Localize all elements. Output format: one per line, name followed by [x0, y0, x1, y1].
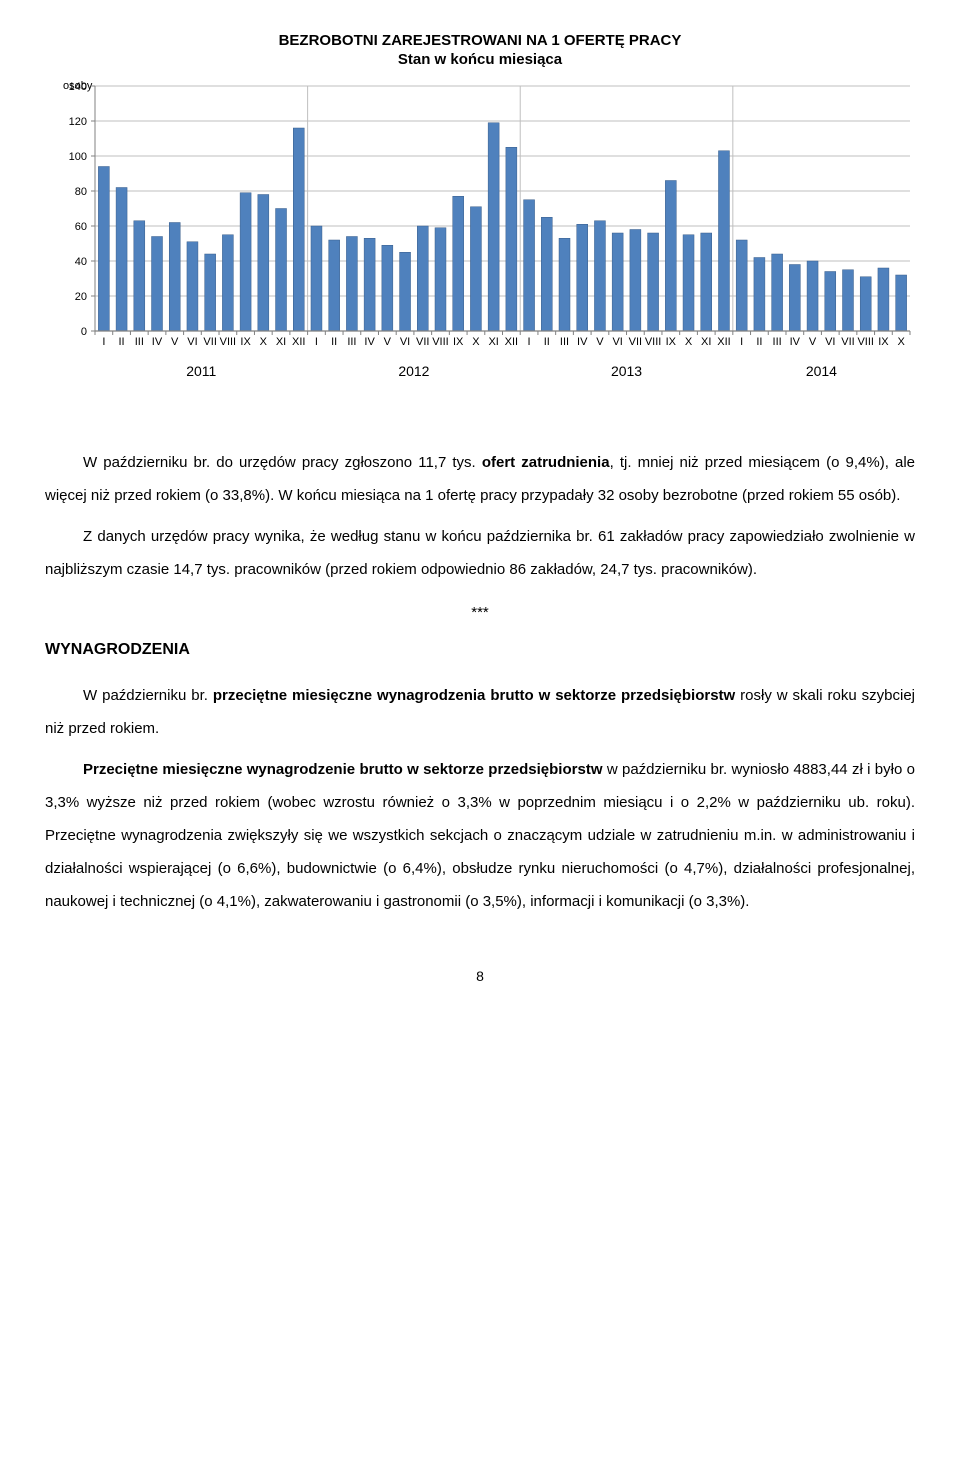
svg-text:V: V: [596, 336, 604, 348]
svg-text:IV: IV: [790, 336, 801, 348]
svg-text:20: 20: [75, 291, 87, 303]
svg-text:VII: VII: [416, 336, 429, 348]
svg-text:XII: XII: [717, 336, 730, 348]
paragraph-2: Z danych urzędów pracy wynika, że według…: [45, 520, 915, 586]
svg-text:2012: 2012: [398, 363, 429, 379]
svg-text:XII: XII: [292, 336, 305, 348]
svg-text:VI: VI: [187, 336, 197, 348]
svg-text:100: 100: [69, 151, 87, 163]
svg-text:IV: IV: [577, 336, 588, 348]
svg-text:II: II: [756, 336, 762, 348]
svg-text:XI: XI: [701, 336, 711, 348]
svg-text:III: III: [135, 336, 144, 348]
svg-text:I: I: [528, 336, 531, 348]
svg-text:V: V: [809, 336, 817, 348]
chart-svg: osoby020406080100120140IIIIIIIVVVIVIIVII…: [45, 76, 915, 406]
svg-text:VII: VII: [841, 336, 854, 348]
svg-text:140: 140: [69, 81, 87, 93]
svg-text:0: 0: [81, 326, 87, 338]
svg-text:2014: 2014: [806, 363, 837, 379]
svg-text:V: V: [171, 336, 179, 348]
svg-text:II: II: [544, 336, 550, 348]
svg-text:V: V: [384, 336, 392, 348]
svg-text:120: 120: [69, 116, 87, 128]
chart-title: BEZROBOTNI ZAREJESTROWANI NA 1 OFERTĘ PR…: [45, 30, 915, 51]
svg-text:X: X: [897, 336, 905, 348]
svg-text:IV: IV: [152, 336, 163, 348]
svg-text:IX: IX: [240, 336, 251, 348]
svg-text:XI: XI: [488, 336, 498, 348]
svg-text:2011: 2011: [186, 363, 216, 379]
svg-text:80: 80: [75, 186, 87, 198]
svg-text:VI: VI: [612, 336, 622, 348]
svg-text:III: III: [347, 336, 356, 348]
svg-text:XII: XII: [505, 336, 518, 348]
svg-text:IV: IV: [364, 336, 375, 348]
svg-text:X: X: [685, 336, 693, 348]
svg-text:II: II: [119, 336, 125, 348]
svg-text:VIII: VIII: [857, 336, 874, 348]
svg-text:X: X: [260, 336, 268, 348]
p4-bold: Przeciętne miesięczne wynagrodzenie brut…: [83, 761, 602, 778]
p1-text-a: W październiku br. do urzędów pracy zgło…: [83, 454, 482, 471]
svg-text:I: I: [102, 336, 105, 348]
svg-text:VII: VII: [629, 336, 642, 348]
p3-text-a: W październiku br.: [83, 687, 213, 704]
p1-bold: ofert zatrudnienia: [482, 454, 610, 471]
svg-text:XI: XI: [276, 336, 286, 348]
svg-text:III: III: [773, 336, 782, 348]
svg-text:60: 60: [75, 221, 87, 233]
paragraph-3: W październiku br. przeciętne miesięczne…: [45, 679, 915, 745]
svg-text:III: III: [560, 336, 569, 348]
chart-subtitle: Stan w końcu miesiąca: [45, 51, 915, 68]
svg-text:2013: 2013: [611, 363, 642, 379]
svg-text:40: 40: [75, 256, 87, 268]
svg-text:IX: IX: [453, 336, 464, 348]
p3-bold: przeciętne miesięczne wynagrodzenia brut…: [213, 687, 735, 704]
svg-text:VIII: VIII: [432, 336, 449, 348]
svg-text:I: I: [315, 336, 318, 348]
svg-text:X: X: [472, 336, 480, 348]
svg-text:I: I: [740, 336, 743, 348]
svg-text:VIII: VIII: [220, 336, 237, 348]
paragraph-1: W październiku br. do urzędów pracy zgło…: [45, 446, 915, 512]
section-divider-stars: ***: [45, 604, 915, 621]
paragraph-4: Przeciętne miesięczne wynagrodzenie brut…: [45, 753, 915, 918]
section-heading-wynagrodzenia: WYNAGRODZENIA: [45, 641, 915, 659]
svg-text:IX: IX: [878, 336, 889, 348]
p4-text-b: w październiku br. wyniosło 4883,44 zł i…: [45, 761, 915, 910]
bar-chart: osoby020406080100120140IIIIIIIVVVIVIIVII…: [45, 76, 915, 406]
svg-text:II: II: [331, 336, 337, 348]
svg-text:VIII: VIII: [645, 336, 662, 348]
svg-text:IX: IX: [666, 336, 677, 348]
svg-text:VII: VII: [203, 336, 216, 348]
svg-text:VI: VI: [400, 336, 410, 348]
svg-text:VI: VI: [825, 336, 835, 348]
page-number: 8: [45, 968, 915, 984]
